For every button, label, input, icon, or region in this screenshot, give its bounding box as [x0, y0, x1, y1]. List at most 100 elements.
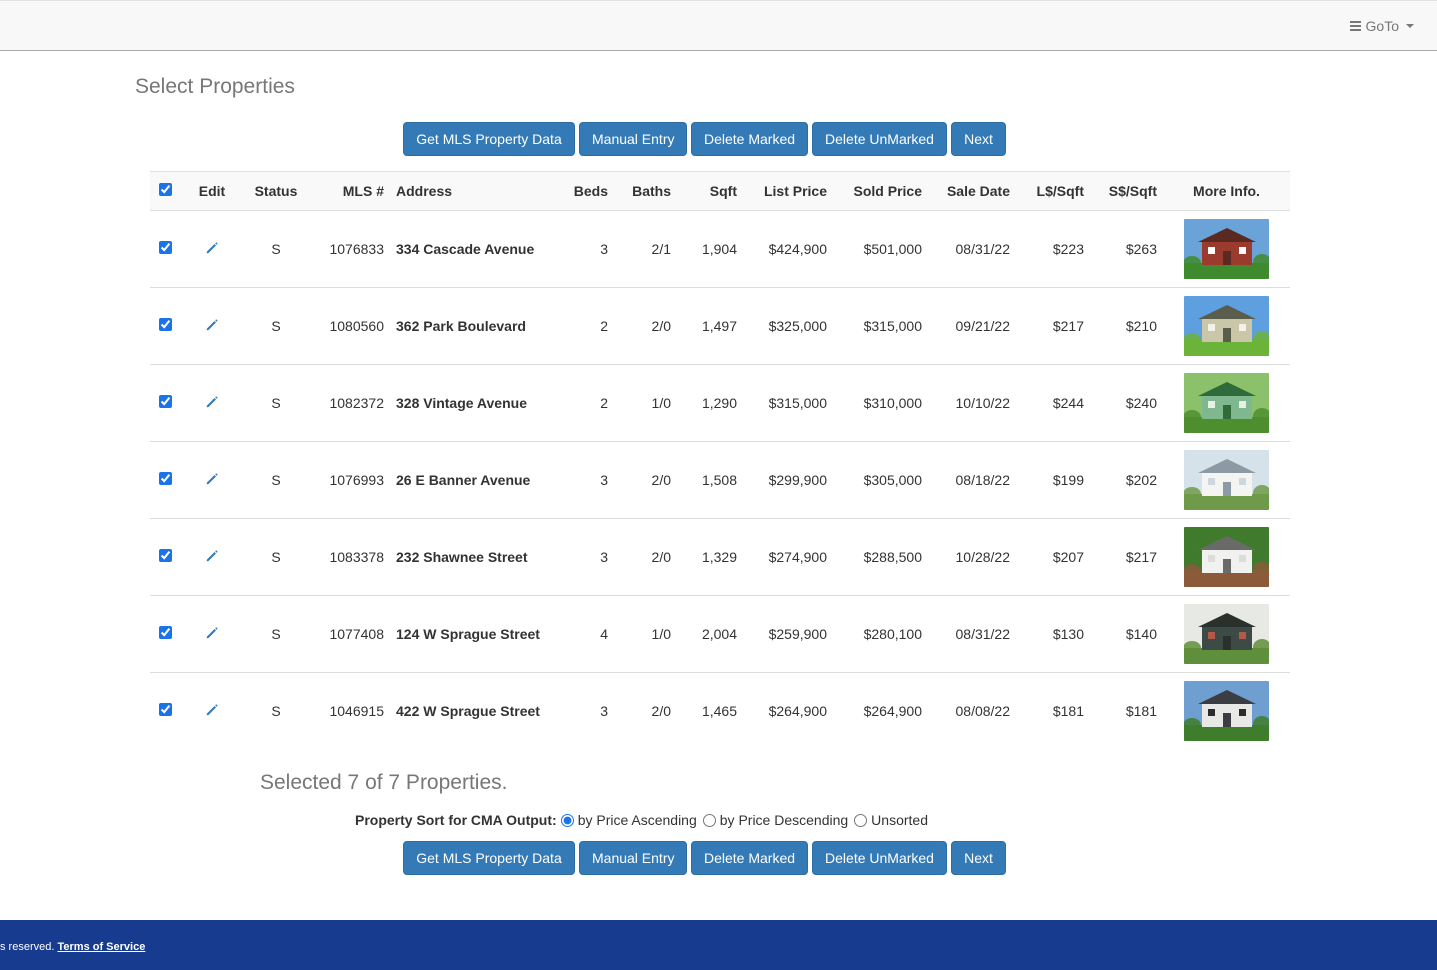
header-baths: Baths: [632, 183, 671, 199]
sort-label: Property Sort for CMA Output:: [355, 812, 557, 828]
table-header-row: Edit Status MLS # Address Beds Baths Sqf…: [150, 171, 1290, 211]
property-photo[interactable]: [1169, 450, 1284, 510]
status-cell: S: [271, 703, 281, 720]
footer-copyright: s reserved.: [0, 941, 55, 953]
row-select-checkbox[interactable]: [158, 703, 172, 717]
sold-per-sqft-cell: $210: [1125, 318, 1157, 334]
sold-per-sqft-cell: $140: [1125, 626, 1157, 642]
beds-cell: 2: [600, 318, 608, 334]
more-info-cell: [1163, 596, 1290, 673]
row-select-checkbox[interactable]: [158, 549, 172, 562]
sold-price-cell: $288,500: [863, 549, 922, 565]
sort-ascending-radio[interactable]: [560, 813, 574, 827]
edit-cell: [180, 673, 244, 750]
row-select-checkbox[interactable]: [158, 318, 172, 331]
list-price-cell: $264,900: [768, 703, 827, 720]
properties-table: Edit Status MLS # Address Beds Baths Sqf…: [150, 171, 1290, 750]
delete-unmarked-button[interactable]: Delete UnMarked: [812, 122, 947, 156]
pencil-icon[interactable]: [205, 703, 219, 717]
row-select-cell: [150, 673, 180, 750]
edit-cell: [180, 365, 244, 442]
list-price-cell: $274,900: [768, 549, 827, 565]
next-button[interactable]: Next: [951, 122, 1006, 156]
row-select-cell: [150, 596, 180, 673]
sqft-cell: 1,497: [701, 318, 737, 334]
delete-unmarked-button-bottom[interactable]: Delete UnMarked: [812, 841, 947, 875]
list-per-sqft-cell: $207: [1052, 549, 1084, 565]
sort-descending-radio[interactable]: [702, 813, 716, 827]
table-row: S 1076833 334 Cascade Avenue 3 2/1 1,904 $424,…: [150, 210, 1290, 288]
pencil-icon[interactable]: [205, 549, 219, 563]
property-photo[interactable]: [1169, 219, 1284, 279]
sqft-cell: 1,290: [701, 395, 737, 411]
sort-option-unsorted[interactable]: Unsorted: [854, 812, 928, 828]
sort-option-descending[interactable]: by Price Descending: [702, 812, 848, 828]
row-select-checkbox[interactable]: [158, 395, 172, 408]
sale-date-cell: 08/18/22: [955, 472, 1011, 488]
hamburger-icon: [1349, 21, 1361, 31]
beds-cell: 3: [600, 549, 608, 565]
get-mls-data-button[interactable]: Get MLS Property Data: [403, 122, 575, 156]
sqft-cell: 1,465: [701, 703, 737, 720]
row-select-checkbox[interactable]: [158, 626, 172, 639]
manual-entry-button[interactable]: Manual Entry: [579, 122, 687, 156]
sold-price-cell: $305,000: [863, 472, 922, 488]
table-row: S 1077408 124 W Sprague Street 4 1/0 2,004 $25…: [150, 595, 1290, 673]
address-cell: 328 Vintage Avenue: [396, 395, 527, 411]
header-mls: MLS #: [342, 183, 384, 199]
table-row: S 1082372 328 Vintage Avenue 2 1/0 1,290 $315,…: [150, 364, 1290, 442]
sort-option-ascending[interactable]: by Price Ascending: [560, 812, 697, 828]
delete-marked-button[interactable]: Delete Marked: [691, 122, 808, 156]
more-info-cell: [1163, 442, 1290, 519]
list-per-sqft-cell: $217: [1052, 318, 1084, 334]
mls-cell: 1076993: [329, 472, 384, 488]
sold-per-sqft-cell: $240: [1125, 395, 1157, 411]
property-photo[interactable]: [1169, 604, 1284, 664]
header-address: Address: [396, 183, 453, 199]
pencil-icon[interactable]: [205, 395, 219, 409]
get-mls-data-button-bottom[interactable]: Get MLS Property Data: [403, 841, 575, 875]
sold-price-cell: $501,000: [863, 241, 922, 257]
row-select-cell: [150, 288, 180, 365]
next-button-bottom[interactable]: Next: [951, 841, 1006, 875]
baths-cell: 2/0: [651, 549, 671, 565]
list-price-cell: $424,900: [768, 241, 827, 257]
baths-cell: 1/0: [651, 626, 671, 642]
baths-cell: 2/0: [651, 318, 671, 334]
pencil-icon[interactable]: [205, 318, 219, 332]
sale-date-cell: 08/08/22: [955, 703, 1011, 720]
mls-cell: 1046915: [329, 703, 384, 720]
select-all-checkbox[interactable]: [158, 183, 172, 196]
property-photo[interactable]: [1169, 296, 1284, 356]
sold-price-cell: $280,100: [863, 626, 922, 642]
sale-date-cell: 08/31/22: [955, 626, 1011, 642]
sold-price-cell: $315,000: [863, 318, 922, 334]
status-cell: S: [271, 472, 281, 488]
list-per-sqft-cell: $244: [1052, 395, 1084, 411]
header-status: Status: [254, 183, 298, 199]
property-photo[interactable]: [1169, 373, 1284, 433]
goto-dropdown[interactable]: GoTo: [1349, 18, 1414, 34]
pencil-icon[interactable]: [205, 241, 219, 255]
delete-marked-button-bottom[interactable]: Delete Marked: [691, 841, 808, 875]
list-price-cell: $325,000: [768, 318, 827, 334]
beds-cell: 3: [600, 241, 608, 257]
property-photo[interactable]: [1169, 681, 1284, 742]
property-photo[interactable]: [1169, 527, 1284, 587]
table-row: S 1080560 362 Park Boulevard 2 2/0 1,497 $325,…: [150, 287, 1290, 365]
sale-date-cell: 08/31/22: [955, 241, 1011, 257]
manual-entry-button-bottom[interactable]: Manual Entry: [579, 841, 687, 875]
pencil-icon[interactable]: [205, 626, 219, 640]
more-info-cell: [1163, 211, 1290, 288]
sort-unsorted-radio[interactable]: [854, 813, 868, 827]
row-select-checkbox[interactable]: [158, 472, 172, 485]
list-price-cell: $259,900: [768, 626, 827, 642]
pencil-icon[interactable]: [205, 472, 219, 486]
more-info-cell: [1163, 519, 1290, 596]
status-cell: S: [271, 395, 281, 411]
row-select-checkbox[interactable]: [158, 241, 172, 254]
sale-date-cell: 10/10/22: [955, 395, 1011, 411]
terms-of-service-link[interactable]: Terms of Service: [57, 941, 146, 953]
row-select-cell: [150, 365, 180, 442]
top-navbar: GoTo: [0, 0, 1437, 51]
